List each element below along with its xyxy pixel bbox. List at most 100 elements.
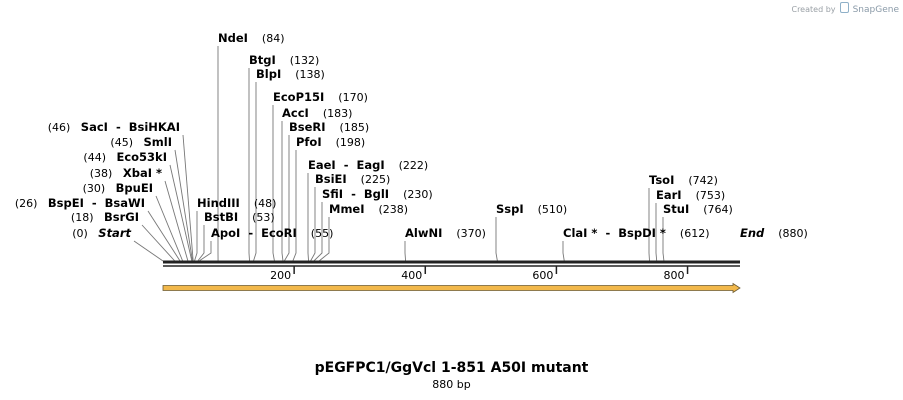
site-position: (48) [240, 197, 277, 210]
site-name: EarI [656, 188, 682, 202]
site-position: (26) [15, 197, 48, 210]
leader-line-alwni [404, 241, 407, 262]
site-label-pfoi[interactable]: PfoI (198) [296, 135, 365, 149]
site-label-tsoi[interactable]: TsoI (742) [649, 173, 718, 187]
site-label-eco53ki[interactable]: (44) Eco53kI [83, 150, 167, 164]
leader-line-sspi [495, 217, 498, 262]
site-name: BsrGI [104, 210, 139, 224]
site-name: SspI [496, 202, 524, 216]
site-position: (185) [326, 121, 370, 134]
leader-line-ecop15i [272, 105, 275, 262]
site-name: BpuEI [116, 181, 153, 195]
site-label-btgi[interactable]: BtgI (132) [249, 53, 319, 67]
site-label-eari[interactable]: EarI (753) [656, 188, 725, 202]
site-name: BtgI [249, 53, 276, 67]
site-label-start[interactable]: (0) Start [72, 226, 131, 240]
site-position: (30) [83, 182, 116, 195]
site-name: EcoP15I [273, 90, 324, 104]
site-label-bsrgi[interactable]: (18) BsrGI [71, 210, 139, 224]
site-label-blpi[interactable]: BlpI (138) [256, 67, 325, 81]
site-position: (55) [297, 227, 334, 240]
site-position: (230) [389, 188, 433, 201]
site-label-alwni[interactable]: AlwNI (370) [405, 226, 486, 240]
leader-line-bsiei [310, 187, 316, 262]
site-position: (84) [248, 32, 285, 45]
leader-line-eco53ki [169, 164, 193, 262]
site-name: ClaI * - BspDI * [563, 226, 666, 240]
credit-prefix: Created by [791, 5, 836, 14]
leader-line-btgi [248, 68, 250, 262]
leader-line-saci-bsihkai [182, 134, 194, 262]
site-name: BspEI - BsaWI [48, 196, 145, 210]
feature-arrow[interactable] [162, 282, 741, 294]
site-label-bspei-bsawi[interactable]: (26) BspEI - BsaWI [15, 196, 145, 210]
axis-tick-label-600: 600 [532, 269, 553, 282]
axis-tick-label-800: 800 [664, 269, 685, 282]
site-label-end[interactable]: End (880) [740, 226, 808, 240]
site-label-hindiii[interactable]: HindIII (48) [197, 196, 276, 210]
leader-line-smli [174, 149, 193, 262]
leader-line-bseri [283, 135, 290, 262]
site-position: (198) [322, 136, 366, 149]
site-name: AlwNI [405, 226, 442, 240]
plasmid-length: 880 bp [432, 378, 471, 391]
site-name: StuI [663, 202, 689, 216]
site-label-mmei[interactable]: MmeI (238) [329, 202, 408, 216]
site-name: AccI [282, 106, 309, 120]
site-position: (0) [72, 227, 98, 240]
leader-line-sfii-bgli [313, 202, 323, 262]
site-label-sfii-bgli[interactable]: SfiI - BglI (230) [322, 187, 433, 201]
leader-line-eaei-eagi [307, 173, 310, 262]
leader-line-mmei [318, 217, 330, 262]
site-label-eaei-eagi[interactable]: EaeI - EagI (222) [308, 158, 428, 172]
site-label-bpuei[interactable]: (30) BpuEI [83, 181, 153, 195]
site-leader-lines [133, 46, 665, 262]
backbone [163, 260, 740, 267]
site-label-sspi[interactable]: SspI (510) [496, 202, 567, 216]
site-position: (18) [71, 211, 104, 224]
site-position: (510) [524, 203, 568, 216]
site-position: (370) [442, 227, 486, 240]
site-name: End [740, 226, 765, 240]
site-label-ndei[interactable]: NdeI (84) [218, 31, 285, 45]
site-label-clai-bspdi[interactable]: ClaI * - BspDI * (612) [563, 226, 710, 240]
site-name: Start [98, 226, 131, 240]
site-name: XbaI * [123, 166, 162, 180]
site-name: ApoI - EcoRI [211, 226, 297, 240]
leader-line-apoi-ecori [198, 241, 212, 262]
site-label-acci[interactable]: AccI (183) [282, 106, 352, 120]
site-position: (46) [48, 121, 81, 134]
leader-line-stui [662, 217, 665, 262]
site-position: (44) [83, 151, 116, 164]
snapgene-logo-icon [840, 2, 850, 13]
site-position: (612) [666, 227, 710, 240]
site-label-saci-bsihkai[interactable]: (46) SacI - BsiHKAI [48, 120, 180, 134]
site-label-bsiei[interactable]: BsiEI (225) [315, 172, 390, 186]
site-position: (132) [276, 54, 320, 67]
site-name: SacI - BsiHKAI [81, 120, 180, 134]
leader-line-bstbi [197, 225, 205, 262]
site-name: BlpI [256, 67, 281, 81]
site-label-ecop15i[interactable]: EcoP15I (170) [273, 90, 368, 104]
site-label-apoi-ecori[interactable]: ApoI - EcoRI (55) [211, 226, 333, 240]
site-label-smli[interactable]: (45) SmlI [110, 135, 172, 149]
site-name: BstBI [204, 210, 238, 224]
site-label-bseri[interactable]: BseRI (185) [289, 120, 369, 134]
site-position: (225) [347, 173, 391, 186]
site-label-bstbi[interactable]: BstBI (53) [204, 210, 275, 224]
site-label-xbai[interactable]: (38) XbaI * [90, 166, 162, 180]
site-position: (222) [385, 159, 429, 172]
site-name: Eco53kI [116, 150, 167, 164]
site-position: (170) [324, 91, 368, 104]
site-position: (138) [281, 68, 325, 81]
site-name: BseRI [289, 120, 326, 134]
leader-line-xbai [164, 180, 189, 262]
axis-tick-label-200: 200 [270, 269, 291, 282]
leader-line-pfoi [292, 150, 297, 262]
snapgene-credit: Created by SnapGene [791, 2, 899, 15]
site-position: (764) [689, 203, 733, 216]
site-name: MmeI [329, 202, 365, 216]
site-name: PfoI [296, 135, 322, 149]
site-label-stui[interactable]: StuI (764) [663, 202, 733, 216]
